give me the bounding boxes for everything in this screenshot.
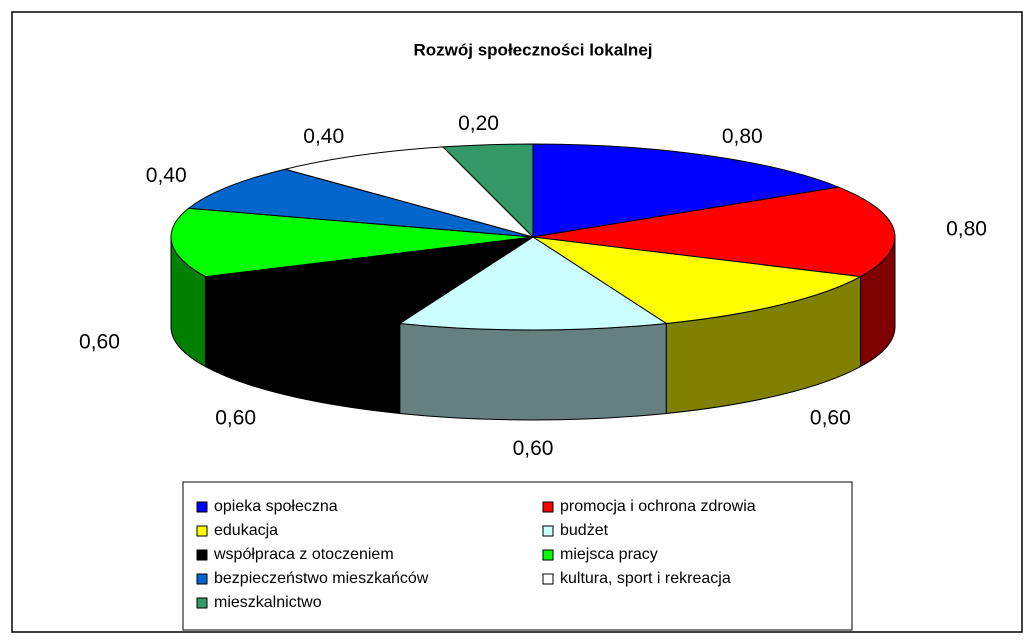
- slice: [532, 186, 896, 278]
- legend-swatch: [196, 549, 208, 561]
- legend-swatch: [542, 549, 554, 561]
- legend-swatch: [196, 501, 208, 513]
- legend-swatch: [542, 501, 554, 513]
- slice-side: [399, 322, 667, 421]
- slice: [203, 236, 534, 324]
- slice: [170, 207, 534, 278]
- slice: [398, 236, 668, 331]
- legend-label: budżet: [560, 522, 609, 539]
- slice: [285, 146, 535, 238]
- data-label: 0,40: [146, 164, 187, 187]
- legend-label: edukacja: [214, 522, 278, 539]
- legend-box: [182, 481, 853, 631]
- legend-label: miejsca pracy: [560, 546, 658, 563]
- data-label: 0,60: [810, 406, 851, 429]
- slice: [532, 236, 863, 324]
- data-label: 0,60: [215, 406, 256, 429]
- data-label: 0,80: [946, 217, 987, 240]
- legend-swatch: [196, 525, 208, 537]
- legend-label: promocja i ochrona zdrowia: [560, 498, 756, 515]
- data-label: 0,80: [722, 125, 763, 148]
- legend-swatch: [196, 597, 208, 609]
- legend-label: współpraca z otoczeniem: [213, 546, 394, 563]
- legend-swatch: [542, 525, 554, 537]
- slice: [532, 143, 841, 238]
- data-label: 0,40: [303, 125, 344, 148]
- slice: [187, 168, 534, 238]
- slice: [441, 143, 534, 239]
- data-label: 0,60: [513, 437, 554, 460]
- legend-label: bezpieczeństwo mieszkańców: [214, 570, 429, 587]
- legend-label: opieka społeczna: [214, 498, 338, 515]
- data-label: 0,60: [79, 331, 120, 354]
- legend-label: mieszkalnictwo: [214, 594, 322, 611]
- legend-swatch: [196, 573, 208, 585]
- legend-swatch: [542, 573, 554, 585]
- legend-label: kultura, sport i rekreacja: [560, 570, 731, 587]
- data-label: 0,20: [458, 112, 499, 135]
- chart-title: Rozwój społeczności lokalnej: [414, 40, 653, 59]
